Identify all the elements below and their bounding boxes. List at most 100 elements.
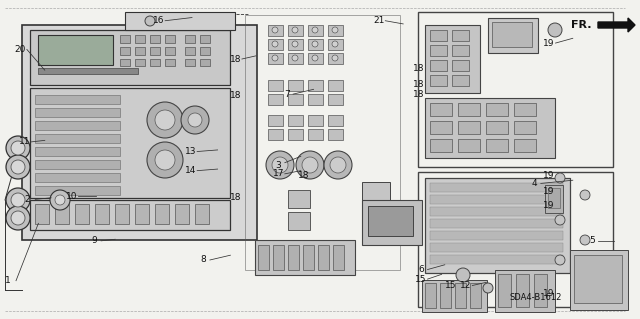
Text: 18: 18 [413, 80, 425, 89]
Text: 19: 19 [543, 201, 555, 210]
Bar [422, 280, 487, 312]
Circle shape [555, 255, 565, 265]
Circle shape [292, 41, 298, 47]
Circle shape [55, 195, 65, 205]
Circle shape [292, 27, 298, 33]
Bar [430, 195, 563, 204]
Text: 18: 18 [230, 55, 241, 63]
Bar [95, 204, 109, 224]
Circle shape [580, 235, 590, 245]
Bar [570, 250, 628, 310]
Bar [288, 129, 303, 140]
Text: 1: 1 [5, 276, 10, 285]
Bar [318, 245, 329, 270]
Bar [430, 139, 452, 152]
Circle shape [11, 193, 25, 207]
Bar [303, 245, 314, 270]
Text: 18: 18 [413, 64, 425, 73]
Bar [288, 115, 303, 126]
Bar [200, 35, 210, 43]
Bar [135, 59, 145, 66]
Bar [268, 129, 283, 140]
Bar [288, 94, 303, 105]
Text: 15: 15 [415, 275, 427, 284]
Bar [452, 30, 469, 41]
Bar [425, 178, 570, 273]
Circle shape [312, 41, 318, 47]
Circle shape [6, 188, 30, 212]
Bar [268, 39, 283, 50]
Bar [120, 35, 130, 43]
Bar [22, 25, 257, 240]
Bar [288, 80, 303, 91]
Bar [308, 80, 323, 91]
Circle shape [456, 268, 470, 282]
Bar [333, 245, 344, 270]
Circle shape [332, 41, 338, 47]
Circle shape [272, 55, 278, 61]
Bar [35, 95, 120, 104]
Polygon shape [598, 18, 635, 32]
Text: 16: 16 [153, 16, 164, 25]
Bar [165, 35, 175, 43]
Text: 18: 18 [230, 193, 241, 202]
Bar [35, 173, 120, 182]
Circle shape [6, 155, 30, 179]
Bar [155, 204, 169, 224]
Bar [440, 283, 451, 308]
Text: 19: 19 [543, 39, 555, 48]
Bar [35, 160, 120, 169]
Bar [486, 121, 508, 134]
Text: FR.: FR. [572, 20, 592, 30]
Bar [135, 35, 145, 43]
Circle shape [147, 142, 183, 178]
Circle shape [312, 27, 318, 33]
Bar [430, 75, 447, 86]
Bar [458, 103, 480, 116]
Bar [38, 68, 138, 74]
Bar [492, 22, 532, 47]
Bar [268, 80, 283, 91]
Bar [455, 283, 466, 308]
Bar [115, 204, 129, 224]
Bar [328, 94, 343, 105]
Circle shape [50, 190, 70, 210]
Bar [545, 185, 563, 213]
Circle shape [147, 102, 183, 138]
Bar [308, 25, 323, 36]
Circle shape [11, 141, 25, 155]
Bar [30, 88, 230, 198]
Bar [308, 129, 323, 140]
Bar [430, 219, 563, 228]
Text: 8: 8 [201, 256, 206, 264]
Bar [514, 103, 536, 116]
Text: 18: 18 [298, 171, 310, 180]
Bar [425, 283, 436, 308]
Bar [430, 231, 563, 240]
Bar [486, 139, 508, 152]
Text: 13: 13 [185, 147, 196, 156]
Circle shape [330, 157, 346, 173]
Circle shape [181, 106, 209, 134]
Bar [288, 212, 310, 230]
Bar [150, 59, 160, 66]
Circle shape [324, 151, 352, 179]
Bar [268, 25, 283, 36]
Bar [308, 39, 323, 50]
Text: SDA4-B1612: SDA4-B1612 [510, 293, 563, 302]
Circle shape [266, 151, 294, 179]
Text: 9: 9 [92, 236, 97, 245]
Circle shape [272, 27, 278, 33]
Bar [35, 121, 120, 130]
Bar [328, 129, 343, 140]
Bar [328, 25, 343, 36]
Bar [486, 103, 508, 116]
Bar [30, 200, 230, 230]
Text: 7: 7 [284, 90, 289, 99]
Text: 11: 11 [19, 137, 30, 146]
Bar [452, 75, 469, 86]
Bar [200, 47, 210, 55]
Bar [458, 139, 480, 152]
Text: 18: 18 [413, 90, 425, 99]
Circle shape [332, 27, 338, 33]
